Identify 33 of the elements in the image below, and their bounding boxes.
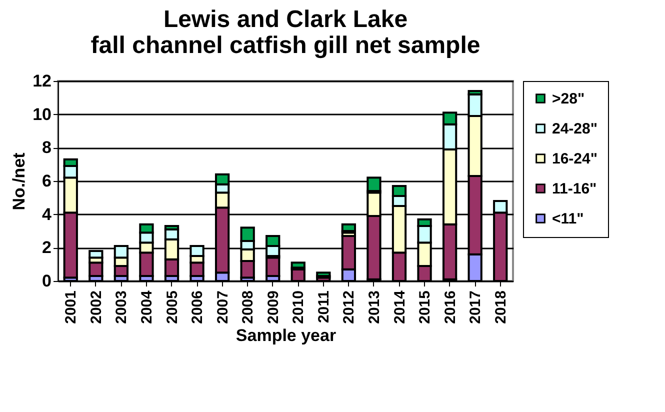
x-tick-label: 2014 — [391, 290, 408, 324]
x-tick-label: 2012 — [340, 290, 358, 324]
legend-label: 16-24" — [552, 150, 598, 168]
legend-label: 11-16" — [552, 180, 597, 198]
x-axis-title: Sample year — [236, 326, 336, 345]
x-tick-label: 2010 — [290, 290, 308, 324]
y-tick-label: 12 — [32, 72, 52, 90]
x-tick-label: 2009 — [264, 290, 282, 324]
y-tick-label: 8 — [42, 138, 52, 158]
x-tick-label: 2011 — [315, 290, 332, 324]
y-tick-label: 0 — [42, 272, 52, 290]
x-tick-label: 2001 — [62, 290, 80, 324]
x-tick-label: 2017 — [467, 290, 484, 324]
y-tick-label: 4 — [42, 204, 52, 224]
y-tick-label: 2 — [42, 238, 52, 258]
legend-label: <11" — [552, 210, 584, 228]
x-tick-label: 2016 — [442, 290, 459, 324]
x-tick-label: 2015 — [416, 290, 434, 324]
x-tick-label: 2006 — [189, 290, 206, 324]
x-tick-label: 2004 — [138, 290, 156, 324]
x-tick-label: 2018 — [492, 290, 510, 324]
x-tick-label: 2002 — [88, 290, 105, 324]
x-tick-label: 2007 — [214, 290, 232, 324]
x-tick-label: 2003 — [113, 290, 130, 324]
x-tick-label: 2005 — [164, 290, 181, 324]
legend-label: 24-28" — [552, 120, 598, 138]
y-tick-label: 10 — [32, 104, 52, 124]
chart-title: Lewis and Clark Lake fall channel catfish gill net sample — [90, 6, 480, 59]
y-tick-label: 6 — [42, 172, 52, 190]
legend-label: >28" — [552, 90, 585, 108]
x-tick-label: 2008 — [240, 290, 257, 324]
x-tick-label: 2013 — [366, 290, 383, 324]
y-axis-title: No./net — [10, 152, 29, 210]
